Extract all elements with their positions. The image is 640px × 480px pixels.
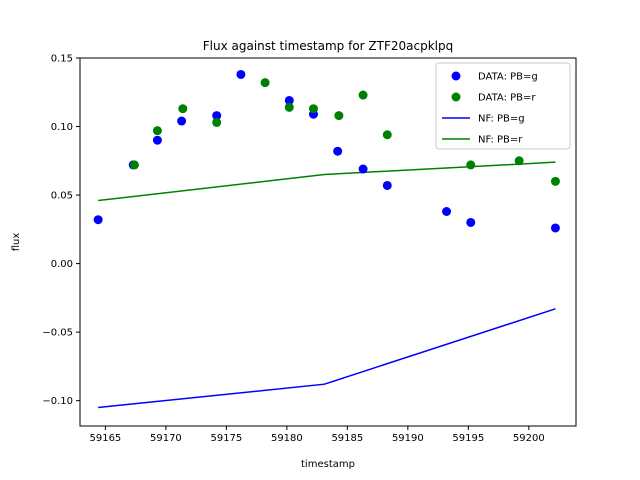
x-axis-label: timestamp [301, 459, 355, 470]
data-point [466, 160, 476, 170]
legend-label: DATA: PB=g [478, 72, 538, 83]
x-tick-label: 59185 [331, 433, 363, 444]
data-point [334, 111, 344, 121]
x-tick-label: 59165 [89, 433, 121, 444]
y-tick-label: 0.10 [51, 122, 73, 133]
chart-title: Flux against timestamp for ZTF20acpklpq [203, 39, 453, 53]
x-tick-label: 59195 [452, 433, 484, 444]
data-point [358, 90, 368, 100]
data-point [308, 104, 318, 114]
y-tick-label: −0.05 [42, 328, 73, 339]
legend: DATA: PB=g DATA: PB=r NF: PB=g NF: PB=r [435, 62, 571, 150]
data-point [514, 156, 524, 166]
series-line-3 [98, 161, 556, 202]
data-point [550, 176, 560, 186]
data-point [466, 217, 476, 227]
data-point [212, 111, 222, 121]
data-point [382, 130, 392, 140]
data-point [550, 223, 560, 233]
data-point [177, 116, 187, 126]
y-axis-label: flux [11, 233, 22, 252]
data-point [333, 146, 343, 156]
y-tick-label: 0.05 [51, 191, 73, 202]
plot-area [93, 69, 560, 409]
y-axis: −0.10 −0.05 0.00 0.05 0.10 0.15 [42, 54, 80, 407]
legend-box [435, 62, 571, 150]
x-tick-label: 59200 [513, 433, 545, 444]
data-point [236, 69, 246, 79]
x-axis: 59165 59170 59175 59180 59185 59190 59195 59200 [89, 426, 545, 444]
x-tick-label: 59180 [271, 433, 303, 444]
series-line-2 [98, 308, 556, 409]
legend-marker [451, 71, 461, 81]
data-point [284, 95, 294, 105]
data-point [93, 215, 103, 225]
x-tick-label: 59190 [392, 433, 424, 444]
y-tick-label: 0.15 [51, 54, 73, 65]
data-point [382, 180, 392, 190]
data-point [358, 164, 368, 174]
data-point [284, 102, 294, 112]
x-tick-label: 59175 [210, 433, 242, 444]
data-point [442, 207, 452, 217]
y-tick-label: −0.10 [42, 396, 73, 407]
y-tick-label: 0.00 [51, 259, 73, 270]
plot-frame [79, 57, 577, 427]
data-point [152, 126, 162, 136]
data-point [152, 135, 162, 145]
x-tick-label: 59170 [150, 433, 182, 444]
legend-label: NF: PB=g [478, 114, 525, 125]
data-point [260, 78, 270, 88]
data-point [212, 117, 222, 127]
legend-label: NF: PB=r [478, 135, 523, 146]
data-point [129, 160, 139, 170]
data-point [178, 104, 188, 114]
legend-label: DATA: PB=r [478, 93, 536, 104]
legend-marker [451, 92, 461, 102]
